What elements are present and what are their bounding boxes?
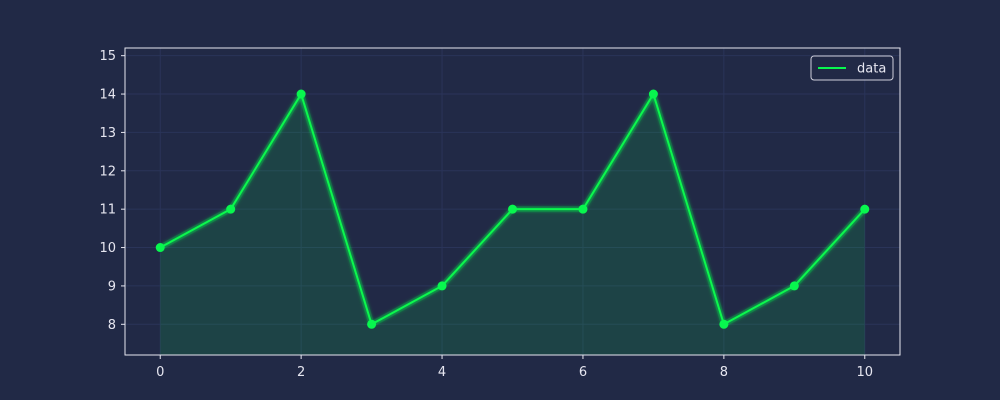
- legend-box: [810, 55, 894, 81]
- data-point: [648, 89, 658, 99]
- x-tick-label: 6: [579, 365, 587, 380]
- y-tick-label: 12: [99, 164, 116, 179]
- area-fill: [160, 94, 865, 356]
- area-fill-layer: [160, 94, 865, 356]
- y-tick-label: 8: [108, 318, 116, 333]
- data-point: [508, 204, 517, 214]
- x-tick-label: 0: [156, 365, 164, 380]
- data-point: [578, 204, 588, 214]
- y-tick-label: 15: [99, 49, 116, 64]
- y-tick-label: 13: [99, 126, 116, 141]
- y-tick-label: 10: [99, 241, 116, 256]
- data-point: [155, 243, 165, 253]
- data-point: [296, 89, 306, 99]
- y-tick-label: 14: [99, 88, 116, 103]
- data-point: [719, 319, 729, 329]
- data-point: [226, 204, 236, 214]
- x-tick-label: 2: [297, 365, 305, 380]
- data-point: [789, 281, 799, 291]
- data-point: [860, 204, 870, 214]
- axes: 0 2 4 6 8 10 8 9 10 11 12 13 14 15: [99, 47, 901, 380]
- data-points: [155, 89, 870, 329]
- x-tick-label: 4: [438, 365, 446, 380]
- plot-frame: [124, 47, 901, 356]
- data-point: [437, 281, 447, 291]
- legend-label: data: [857, 62, 886, 77]
- y-tick-label: 9: [108, 279, 116, 294]
- data-point: [367, 319, 377, 329]
- legend: data: [810, 55, 894, 81]
- y-tick-label: 11: [99, 203, 116, 218]
- x-tick-label: 8: [720, 365, 728, 380]
- x-tick-label: 10: [856, 365, 873, 380]
